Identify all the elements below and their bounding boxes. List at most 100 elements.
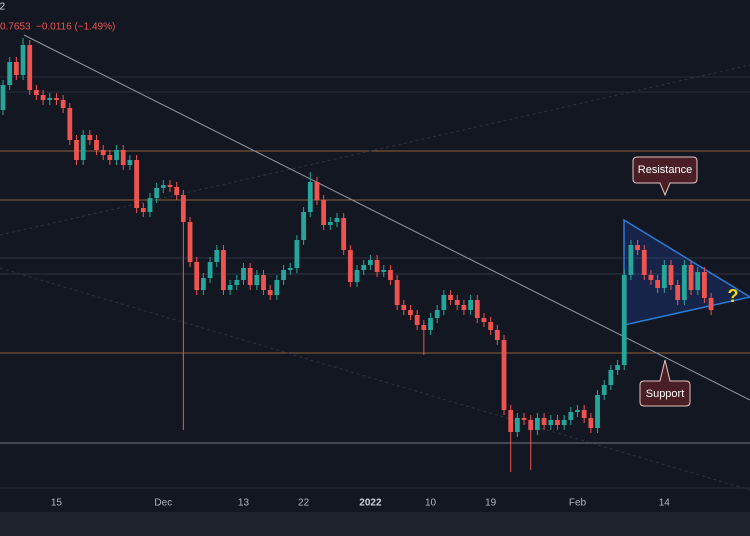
candle-body [615,365,620,370]
candle-body [54,98,59,100]
candle-body [521,418,527,420]
candle-body [514,418,520,432]
price-change: −0.0116 (−1.49%) [36,22,115,33]
candle-body [107,155,113,160]
candle-body [140,208,146,212]
x-tick-label: 13 [238,498,250,509]
candle-body [401,305,407,310]
candle-body [20,45,26,75]
candle-body [147,198,153,212]
candle-body [34,90,39,95]
candle-body [314,182,320,200]
x-tick-label: 22 [298,498,310,509]
candle-body [120,150,126,165]
candle-body [661,265,667,288]
candle-body [194,262,200,290]
candle-body [648,275,654,280]
candle-body [708,298,714,310]
candle-body [74,140,79,160]
x-tick-label: Dec [154,498,172,509]
dashed-trendline [0,267,750,491]
candle-body [294,240,300,268]
candle-body [388,270,393,280]
candle-body [374,260,380,272]
candle-body [214,250,220,262]
candle-body [575,410,580,412]
candle-body [501,340,507,410]
annotation: Support [646,388,685,400]
candle-body [414,315,420,325]
candle-body [7,62,13,85]
candle-body [608,370,614,385]
candle-body [174,187,180,195]
candle-body [347,250,353,282]
header: •2 [0,2,6,13]
x-tick-label: 19 [485,498,497,509]
candle-body [702,272,707,298]
candle-body [261,275,266,290]
x-tick-label: Feb [569,498,587,509]
candle-body [628,245,634,275]
candle-body [568,412,574,420]
candle-body [394,280,400,305]
candle-body [274,280,280,295]
candle-body [688,265,694,290]
candle-body [621,275,627,365]
candle-body [180,195,186,222]
candle-body [321,200,327,225]
candle-body [0,85,6,110]
candle-body [167,185,173,187]
candle-body [221,250,226,290]
candle-body [474,300,480,318]
candle-body [134,160,139,208]
candle-body [555,420,560,425]
support-callout [639,359,691,407]
candle-body [695,272,701,290]
candle-body [541,418,547,425]
candle-body [421,325,427,330]
dashed-trendline [0,64,750,236]
candle-body [481,318,487,322]
x-tick-label: 14 [659,498,671,509]
resistance-callout [632,156,698,197]
candle-body [548,420,554,425]
candle-body [160,185,166,188]
candle-body [60,100,66,108]
candle-body [381,270,387,272]
candle-body [327,222,333,225]
bottom-bar [0,512,750,536]
last-price: 0.7653 [0,22,31,33]
candle-body [561,420,567,425]
candle-body [27,45,33,90]
candle-body [635,245,640,250]
candle-body [301,212,306,240]
candle-body [94,140,99,150]
candle-body [454,300,460,305]
candle-body [114,150,119,160]
candle-body [528,420,534,430]
candle-body [595,395,600,428]
candle-body [428,318,433,330]
candle-body [468,300,473,310]
candle-body [448,295,453,300]
candle-body [508,410,514,432]
candle-body [334,218,340,222]
candle-body [254,275,260,285]
candle-body [354,270,360,282]
candle-body [40,95,46,100]
candle-body [187,222,193,262]
candle-body [13,62,19,75]
x-tick-label: 2022 [359,498,382,509]
candles [0,38,714,472]
candle-body [241,268,246,280]
candle-body [681,265,687,300]
candle-body [408,310,413,315]
annotation: Resistance [638,164,692,176]
candle-body [227,285,233,290]
candle-body [488,322,494,330]
annotation: ? [728,286,739,306]
candle-body [361,265,367,270]
candle-body [535,418,540,430]
x-tick-label: 10 [425,498,437,509]
